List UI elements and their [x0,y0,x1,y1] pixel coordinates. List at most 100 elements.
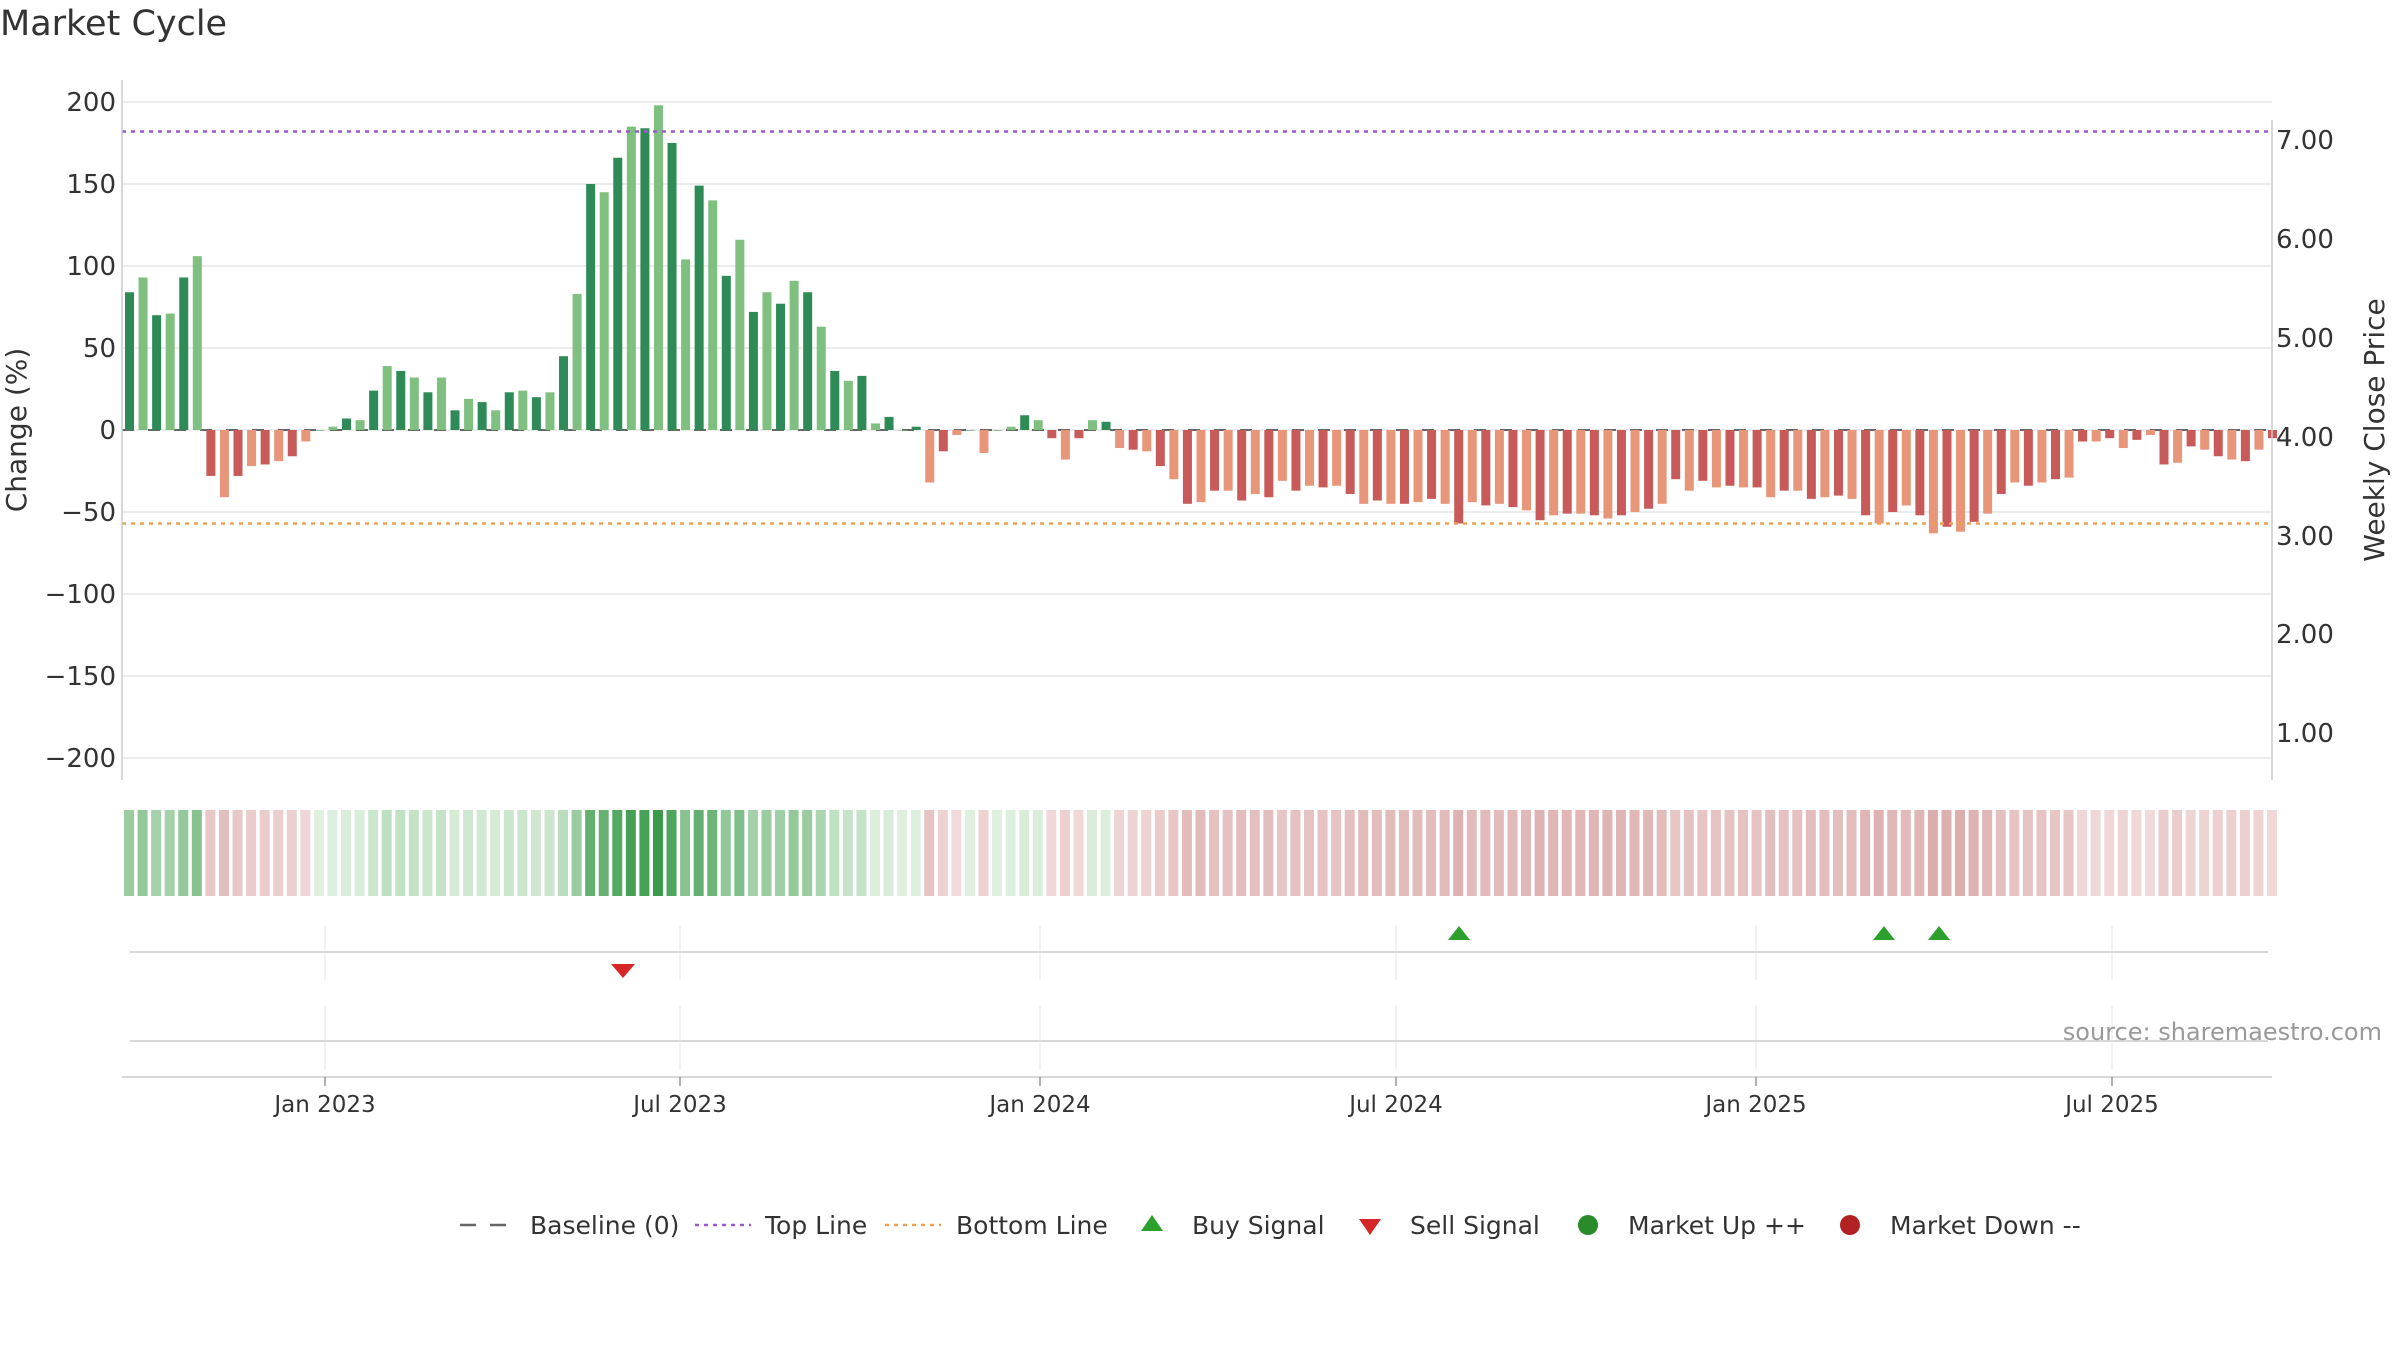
bar [192,256,202,430]
bar [870,423,880,430]
bar [287,430,297,457]
heat-cell [1588,810,1599,896]
heat-cell [1805,810,1816,896]
bar [1169,430,1179,480]
bar [1779,430,1789,491]
legend-buy-icon [1141,1215,1163,1231]
heat-cell [802,810,813,896]
bar [2227,430,2237,460]
bar [179,277,189,430]
heat-cell [1168,810,1179,896]
heat-cell [761,810,772,896]
heat-cell [1738,810,1749,896]
heat-cell [300,810,311,896]
bar [1508,430,1518,508]
bar [1291,430,1301,491]
heat-cell [924,810,935,896]
bar [1752,430,1762,488]
bar [708,200,718,430]
bar [1277,430,1287,481]
bar [1603,430,1613,519]
heat-cell [1141,810,1152,896]
heat-cell [544,810,555,896]
bar [1901,430,1911,506]
heat-cell [517,810,528,896]
heat-cell [612,810,623,896]
heat-cell [1832,810,1843,896]
bar [1535,430,1545,521]
bar [1318,430,1328,488]
bar [667,143,677,430]
bar [2037,430,2047,483]
heat-cell [503,810,514,896]
bar [626,126,636,430]
heat-cell [2049,810,2060,896]
bar [2145,430,2155,435]
bar [979,430,989,453]
heat-cell [395,810,406,896]
heat-cell [951,810,962,896]
legend-label: Buy Signal [1192,1211,1325,1240]
heat-strip [124,810,2277,896]
heat-cell [1561,810,1572,896]
heat-cell [1249,810,1260,896]
heat-cell [910,810,921,896]
bar [233,430,243,476]
heat-cell [1629,810,1640,896]
bar [1359,430,1369,504]
bar [328,426,338,430]
axes: 200 150 100 50 0 −50 −100 −150 −200 7.00 6.00 5.00 4… [45,80,2334,780]
bar [1332,430,1342,486]
bar [830,370,840,430]
heat-cell [205,810,216,896]
heat-cell [1005,810,1016,896]
heat-cell [1575,810,1586,896]
bar [1847,430,1857,499]
heat-cell [1480,810,1491,896]
bar [1766,430,1776,498]
y-axis-left-label: Change (%) [0,348,33,513]
y-left-tick-label: 150 [66,170,116,200]
heat-cell [1209,810,1220,896]
heat-cell [1914,810,1925,896]
heat-cell [1615,810,1626,896]
legend-label: Bottom Line [956,1211,1108,1240]
heat-cell [259,810,270,896]
y-right-tick-label: 1.00 [2276,719,2334,749]
heat-cell [1358,810,1369,896]
bar [1210,430,1220,491]
bar [409,377,419,430]
grid-lines [122,101,2272,759]
bar [1576,430,1586,514]
heat-cell [1927,810,1938,896]
y-left-tick-label: 50 [83,334,116,364]
heat-cell [232,810,243,896]
heat-cell [1846,810,1857,896]
signal-panel [130,926,2268,1070]
bar [436,377,446,430]
heat-cell [137,810,148,896]
bar [1115,430,1125,449]
legend-label: Market Up ++ [1628,1211,1806,1240]
buy-signal-marker [1928,926,1950,940]
bar [450,410,460,430]
heat-cell [558,810,569,896]
heat-cell [1941,810,1952,896]
bar [1399,430,1409,504]
heat-cell [2144,810,2155,896]
heat-cell [151,810,162,896]
heat-cell [1493,810,1504,896]
heat-cell [164,810,175,896]
bar [1928,430,1938,534]
bar [301,430,311,442]
bar [464,398,474,430]
bar [1060,430,1070,460]
bar [2091,430,2101,442]
bar [1589,430,1599,516]
bar [965,430,975,431]
heat-cell [883,810,894,896]
heat-cell [1968,810,1979,896]
bar [1684,430,1694,491]
bar [125,292,134,430]
